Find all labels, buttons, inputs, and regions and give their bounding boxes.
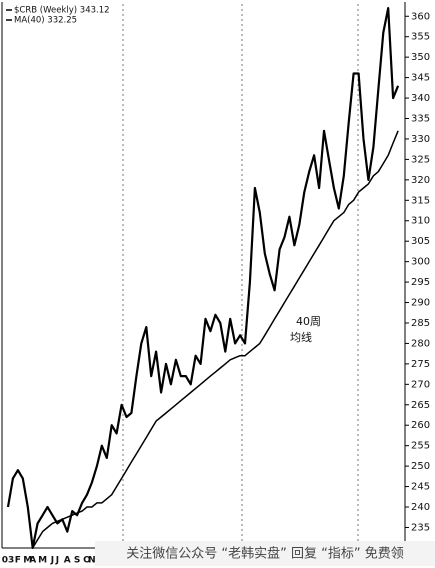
y-tick-label: 275 — [411, 359, 430, 370]
x-tick-label: J — [50, 556, 54, 566]
y-tick-label: 325 — [411, 154, 430, 165]
x-tick-label: O — [83, 556, 91, 566]
x-tick-label: N — [88, 556, 96, 566]
x-tick-label: A — [29, 556, 36, 566]
y-tick-label: 320 — [411, 175, 430, 186]
y-tick-label: 355 — [411, 32, 430, 43]
annotation: 40周 — [296, 315, 321, 328]
y-tick-label: 300 — [411, 257, 430, 268]
y-tick-label: 235 — [411, 522, 430, 533]
y-tick-label: 295 — [411, 277, 430, 288]
y-tick-label: 335 — [411, 114, 430, 125]
y-tick-label: 285 — [411, 318, 430, 329]
y-tick-label: 265 — [411, 400, 430, 411]
y-tick-label: 290 — [411, 298, 430, 309]
y-tick-label: 270 — [411, 379, 430, 390]
line-series — [32, 130, 399, 549]
x-tick-label: S — [74, 556, 80, 566]
y-tick-label: 255 — [411, 441, 430, 452]
x-tick-label: M — [23, 556, 32, 566]
watermark: 关注微信公众号 “老韩实盘” 回复 “指标” 免费领 — [126, 546, 403, 562]
annotation: 均线 — [290, 330, 312, 344]
y-tick-label: 240 — [411, 502, 430, 513]
x-tick-label: F — [15, 556, 21, 566]
x-tick-label: 03 — [2, 556, 15, 566]
line-series — [6, 7, 400, 549]
y-tick-label: 350 — [411, 52, 430, 63]
y-tick-label: 310 — [411, 216, 430, 227]
legend-entry: MA(40) 332.25 — [14, 16, 77, 26]
y-tick-label: 245 — [411, 482, 430, 493]
y-tick-label: 280 — [411, 338, 430, 349]
y-tick-label: 315 — [411, 195, 430, 206]
y-tick-label: 330 — [411, 134, 430, 145]
x-tick-label: M — [38, 556, 47, 566]
y-tick-label: 250 — [411, 461, 430, 472]
watermark-box — [95, 541, 435, 566]
legend-entry: $CRB (Weekly) 343.12 — [14, 6, 110, 16]
y-tick-label: 305 — [411, 236, 430, 247]
y-tick-label: 260 — [411, 420, 430, 431]
x-tick-label: J — [55, 556, 59, 566]
y-tick-label: 340 — [411, 93, 430, 104]
y-tick-label: 360 — [411, 11, 430, 22]
x-tick-label: A — [64, 556, 71, 566]
y-tick-label: 345 — [411, 73, 430, 84]
